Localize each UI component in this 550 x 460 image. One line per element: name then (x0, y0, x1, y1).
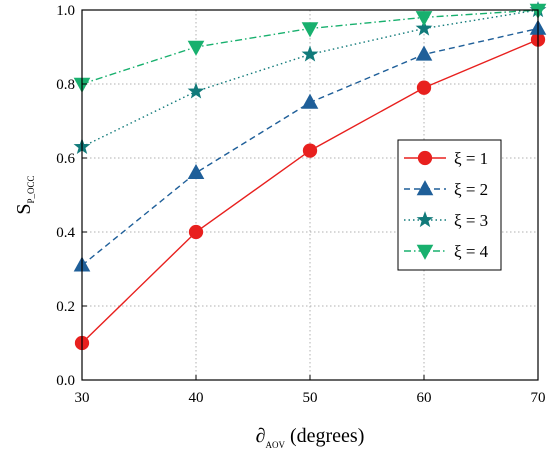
legend: ξ = 1 ξ = 2 ξ = 3 ξ = 4 (397, 139, 502, 271)
legend-label-1: ξ = 1 (454, 149, 488, 168)
y-tick-label: 0.8 (56, 77, 75, 93)
legend-marker-1 (417, 150, 433, 166)
data-point-series-1 (416, 80, 432, 95)
x-axis-label-suffix: (degrees) (285, 425, 364, 447)
legend-marker-2 (416, 180, 434, 196)
y-tick-label: 0.4 (56, 225, 75, 241)
data-point-series-1 (188, 224, 204, 240)
x-tick-label: 60 (417, 390, 432, 406)
data-point-series-4 (187, 40, 205, 56)
legend-marker-4 (416, 244, 434, 260)
x-tick-label: 40 (189, 390, 204, 406)
grid-lines (82, 10, 538, 380)
legend-label-3: ξ = 3 (454, 211, 488, 230)
x-axis-label: ∂AOV (degrees) (256, 425, 365, 450)
y-tick-label: 0.6 (56, 151, 75, 167)
legend-marker-3 (416, 211, 434, 228)
y-axis-label-sub: P_OCC (26, 175, 36, 203)
legend-box (397, 139, 502, 271)
axis-ticks: 30 40 50 60 70 0.0 0.2 0.4 0.6 0.8 1.0 (56, 3, 545, 406)
data-point-series-4 (415, 11, 433, 27)
x-tick-label: 30 (75, 390, 90, 406)
y-axis-label: SP_OCC (13, 175, 36, 214)
y-tick-label: 1.0 (56, 3, 75, 19)
data-point-series-2 (301, 93, 319, 109)
data-point-series-3 (301, 45, 319, 62)
data-point-series-2 (187, 163, 205, 180)
y-axis-label-main: S (13, 203, 35, 214)
data-point-series-4 (301, 22, 319, 38)
y-tick-label: 0.0 (56, 373, 75, 389)
data-point-series-1 (302, 143, 318, 158)
legend-label-2: ξ = 2 (454, 180, 488, 199)
y-tick-label: 0.2 (56, 299, 75, 315)
data-point-series-2 (415, 45, 433, 61)
data-point-series-3 (415, 19, 433, 36)
x-axis-label-main: ∂ (256, 425, 266, 447)
legend-label-4: ξ = 4 (454, 242, 489, 261)
x-tick-label: 50 (303, 390, 318, 406)
data-point-series-3 (187, 82, 205, 99)
x-tick-label: 70 (531, 390, 546, 406)
x-axis-label-sub: AOV (265, 440, 285, 450)
